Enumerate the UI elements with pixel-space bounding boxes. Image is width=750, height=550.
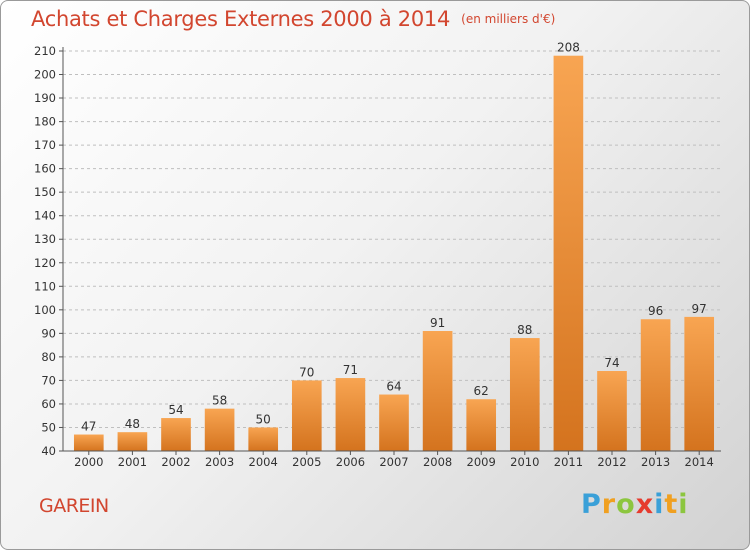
bar-value-label: 97 xyxy=(692,302,707,316)
x-tick-label: 2000 xyxy=(74,455,103,469)
x-tick-label: 2014 xyxy=(685,455,714,469)
bar xyxy=(684,316,715,451)
y-tick-label: 100 xyxy=(34,303,56,317)
y-tick-label: 190 xyxy=(34,91,56,105)
logo-letter: t xyxy=(664,489,679,520)
bar xyxy=(422,331,453,451)
bar xyxy=(291,380,322,451)
bar xyxy=(73,434,104,451)
bar xyxy=(248,427,279,451)
y-tick-label: 70 xyxy=(41,373,56,387)
x-tick-label: 2005 xyxy=(292,455,321,469)
bar xyxy=(597,371,627,451)
bar xyxy=(117,432,148,451)
x-tick-label: 2011 xyxy=(554,455,583,469)
y-tick-label: 80 xyxy=(41,350,56,364)
logo-letter: x xyxy=(635,489,655,520)
x-tick-label: 2008 xyxy=(423,455,452,469)
bar-value-label: 208 xyxy=(557,41,580,55)
commune-name: GAREIN xyxy=(39,495,109,517)
bar xyxy=(161,418,191,451)
logo-letter: i xyxy=(678,489,689,520)
bar xyxy=(335,378,366,451)
bar-value-label: 96 xyxy=(648,304,663,318)
y-tick-label: 120 xyxy=(34,256,56,270)
y-tick-label: 110 xyxy=(34,279,56,293)
bar-layer: 47 48 54 58 50 70 71 64 91 62 88 208 74 96 97 xyxy=(73,41,715,452)
y-tick-label: 140 xyxy=(34,209,56,223)
chart-unit: (en milliers d'€) xyxy=(461,12,556,26)
bar xyxy=(466,399,497,451)
x-tick-label: 2007 xyxy=(379,455,408,469)
bar-value-label: 58 xyxy=(212,394,227,408)
bar-value-label: 70 xyxy=(299,365,314,379)
chart-title: Achats et Charges Externes 2000 à 2014 xyxy=(31,7,451,31)
x-tick-label: 2003 xyxy=(205,455,234,469)
bar-value-label: 88 xyxy=(517,323,532,337)
x-tick-label: 2001 xyxy=(118,455,147,469)
axis-layer: 40 50 60 70 80 90 100 110 120 130 140 150 160 170 180 1… xyxy=(34,44,721,469)
y-tick-label: 130 xyxy=(34,232,56,246)
y-tick-label: 40 xyxy=(41,444,56,458)
logo-letter: o xyxy=(616,489,636,520)
y-tick-label: 150 xyxy=(34,185,56,199)
x-tick-label: 2004 xyxy=(249,455,278,469)
bar-value-label: 54 xyxy=(168,403,183,417)
bar-value-label: 48 xyxy=(125,417,140,431)
title-row: Achats et Charges Externes 2000 à 2014 (… xyxy=(31,7,555,31)
y-tick-label: 160 xyxy=(34,162,56,176)
bar-value-label: 62 xyxy=(474,384,489,398)
y-tick-label: 210 xyxy=(34,44,56,58)
proxiti-logo: Proxiti xyxy=(581,489,689,520)
bar xyxy=(509,338,540,451)
logo-letter: i xyxy=(654,489,665,520)
bar xyxy=(204,408,235,451)
bar xyxy=(640,319,671,451)
bar-value-label: 47 xyxy=(81,420,96,434)
y-tick-label: 180 xyxy=(34,115,56,129)
logo-letter: r xyxy=(601,489,617,520)
x-tick-label: 2013 xyxy=(641,455,670,469)
x-tick-label: 2012 xyxy=(597,455,626,469)
bar xyxy=(379,394,409,451)
y-tick-label: 60 xyxy=(41,397,56,411)
x-tick-label: 2002 xyxy=(161,455,190,469)
x-tick-label: 2009 xyxy=(467,455,496,469)
bar-value-label: 64 xyxy=(386,380,401,394)
y-tick-label: 50 xyxy=(41,420,56,434)
y-tick-label: 90 xyxy=(41,326,56,340)
y-tick-label: 170 xyxy=(34,138,56,152)
bar-value-label: 74 xyxy=(604,356,619,370)
bar xyxy=(553,55,584,452)
bar-value-label: 50 xyxy=(256,412,271,426)
bar-value-label: 91 xyxy=(430,316,445,330)
logo-letter: P xyxy=(581,489,602,520)
bar-value-label: 71 xyxy=(343,363,358,377)
x-tick-label: 2010 xyxy=(510,455,539,469)
x-tick-label: 2006 xyxy=(336,455,365,469)
y-tick-label: 200 xyxy=(34,68,56,82)
